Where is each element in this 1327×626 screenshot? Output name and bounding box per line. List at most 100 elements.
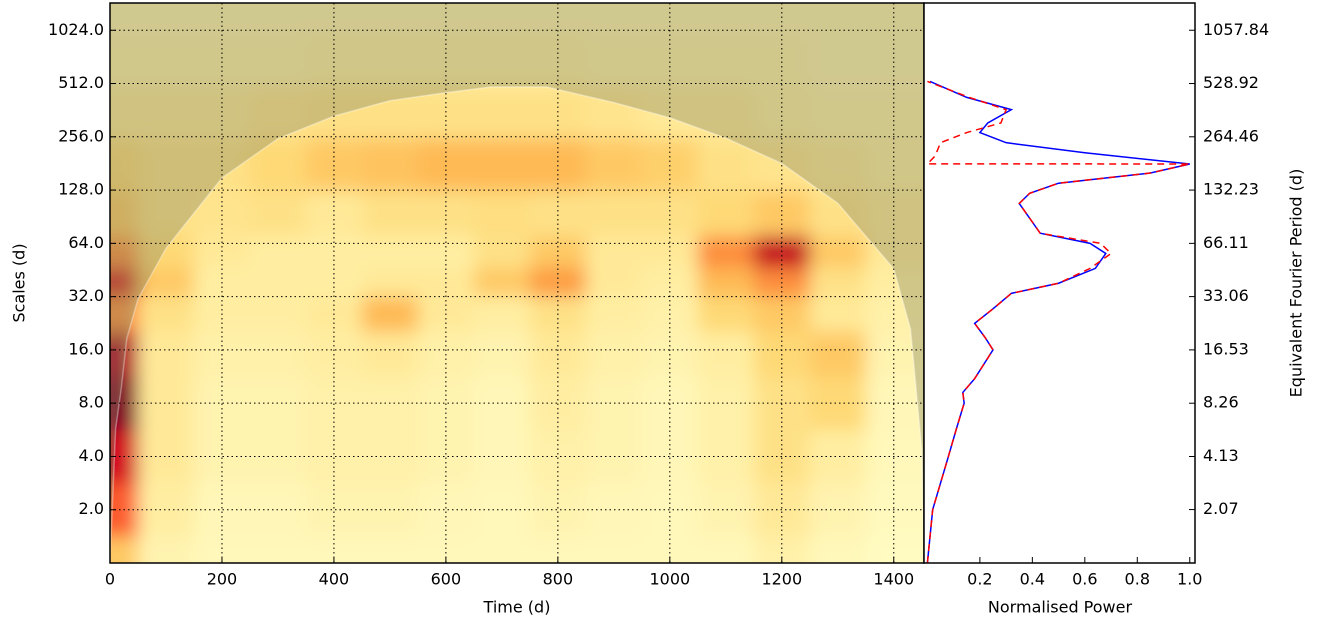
heatmap-cell <box>585 536 643 563</box>
heatmap-cell <box>417 429 475 484</box>
heatmap-cell <box>809 483 867 537</box>
x-tick-label: 0.2 <box>967 570 992 589</box>
y-tick-label: 128.0 <box>58 180 104 199</box>
heatmap-cell <box>697 536 755 563</box>
y2-axis-label: Equivalent Fourier Period (d) <box>1287 169 1306 398</box>
heatmap-cell <box>361 86 419 139</box>
heatmap-cell <box>137 267 195 297</box>
heatmap-cell <box>473 190 531 237</box>
heatmap-cell <box>249 331 307 378</box>
heatmap-cell <box>110 3 139 34</box>
heatmap-cell <box>361 267 419 297</box>
heatmap-cell <box>137 296 195 332</box>
heatmap-cell <box>865 267 924 297</box>
x-tick-label: 0.6 <box>1072 570 1097 589</box>
heatmap-cell <box>110 138 139 192</box>
y2-tick-label: 1057.84 <box>1203 20 1269 39</box>
heatmap-cell <box>697 236 755 268</box>
heatmap-cell <box>809 296 867 332</box>
heatmap-cell <box>249 86 307 139</box>
y-tick-label: 8.0 <box>79 393 104 412</box>
heatmap-cell <box>110 190 139 237</box>
heatmap-cell <box>473 236 531 268</box>
y2-tick-label: 8.26 <box>1203 393 1239 412</box>
heatmap-cell <box>585 32 643 87</box>
cone-of-influence <box>110 3 924 563</box>
y2-tick-label: 264.46 <box>1203 126 1259 145</box>
heatmap-cell <box>753 483 811 537</box>
heatmap-cell <box>137 86 195 139</box>
heatmap-cell <box>249 32 307 87</box>
overlay: 0 200 400 600 800 1000 1200 1400 2.0 4.0 8.0 16.0 32… <box>48 2 1269 589</box>
heatmap-cell <box>473 86 531 139</box>
x-tick-label: 0.8 <box>1125 570 1150 589</box>
heatmap-cell <box>585 296 643 332</box>
heatmap-cell <box>361 536 419 563</box>
heatmap-cell <box>110 296 139 332</box>
heatmap-cell <box>809 190 867 237</box>
heatmap-cell <box>585 86 643 139</box>
y2-tick-label: 16.53 <box>1203 339 1249 358</box>
heatmap-cell <box>137 3 195 34</box>
heatmap-cell <box>753 32 811 87</box>
x-tick-label: 0 <box>105 570 115 589</box>
heatmap-area <box>110 3 924 563</box>
heatmap-cell <box>110 32 139 87</box>
x-axis-label: Time (d) <box>483 598 551 617</box>
heatmap-cell <box>137 536 195 563</box>
heatmap-cell <box>865 190 924 237</box>
heatmap-cell <box>361 331 419 378</box>
heatmap-cell <box>865 86 924 139</box>
plot-frame <box>923 2 1196 564</box>
heatmap-cell <box>249 190 307 237</box>
heatmap-cell <box>249 536 307 563</box>
y-tick-label: 512.0 <box>58 73 104 92</box>
heatmap-cell <box>865 236 924 268</box>
heatmap-cell <box>361 138 419 192</box>
y2-tick-label: 33.06 <box>1203 286 1249 305</box>
heatmap-cell <box>865 296 924 332</box>
heatmap-cell <box>137 190 195 237</box>
y2-tick-label: 528.92 <box>1203 73 1259 92</box>
heatmap-cell <box>529 429 587 484</box>
y-tick-label: 64.0 <box>68 233 104 252</box>
y2-tick-label: 4.13 <box>1203 446 1239 465</box>
heatmap-cell <box>473 331 531 378</box>
heatmap-cell <box>193 32 251 87</box>
y2-tick-label: 66.11 <box>1203 233 1249 252</box>
heatmap-cells <box>110 3 924 563</box>
heatmap-cell <box>137 32 195 87</box>
heatmap-cell <box>809 376 867 431</box>
y-axis-label: Scales (d) <box>10 243 29 322</box>
heatmap-cell <box>417 483 475 537</box>
heatmap-cell <box>110 86 139 139</box>
x-tick-label: 1400 <box>873 570 914 589</box>
heatmap-cell <box>809 331 867 378</box>
heatmap-cell <box>697 190 755 237</box>
heatmap-cell <box>249 376 307 431</box>
heatmap-cell <box>697 267 755 297</box>
heatmap-cell <box>305 32 363 87</box>
heatmap-cell <box>361 296 419 332</box>
heatmap-cell <box>585 190 643 237</box>
x-axis-label: Normalised Power <box>988 598 1133 617</box>
heatmap-cell <box>809 429 867 484</box>
y2-tick-label: 132.23 <box>1203 180 1259 199</box>
heatmap-cell <box>473 296 531 332</box>
heatmap-cell <box>865 536 924 563</box>
heatmap-cell <box>473 32 531 87</box>
heatmap-cell <box>585 3 643 34</box>
heatmap-cell <box>361 190 419 237</box>
heatmap-cell <box>697 296 755 332</box>
x-tick-label: 600 <box>431 570 462 589</box>
heatmap-cell <box>529 32 587 87</box>
heatmap-cell <box>809 32 867 87</box>
heatmap-cell <box>809 3 867 34</box>
x-tick-label: 1200 <box>761 570 802 589</box>
heatmap-cell <box>473 536 531 563</box>
y-tick-label: 2.0 <box>79 499 104 518</box>
heatmap-cell <box>473 267 531 297</box>
y-tick-label: 1024.0 <box>48 20 104 39</box>
heatmap-cell <box>697 86 755 139</box>
heatmap-cell <box>110 236 139 268</box>
